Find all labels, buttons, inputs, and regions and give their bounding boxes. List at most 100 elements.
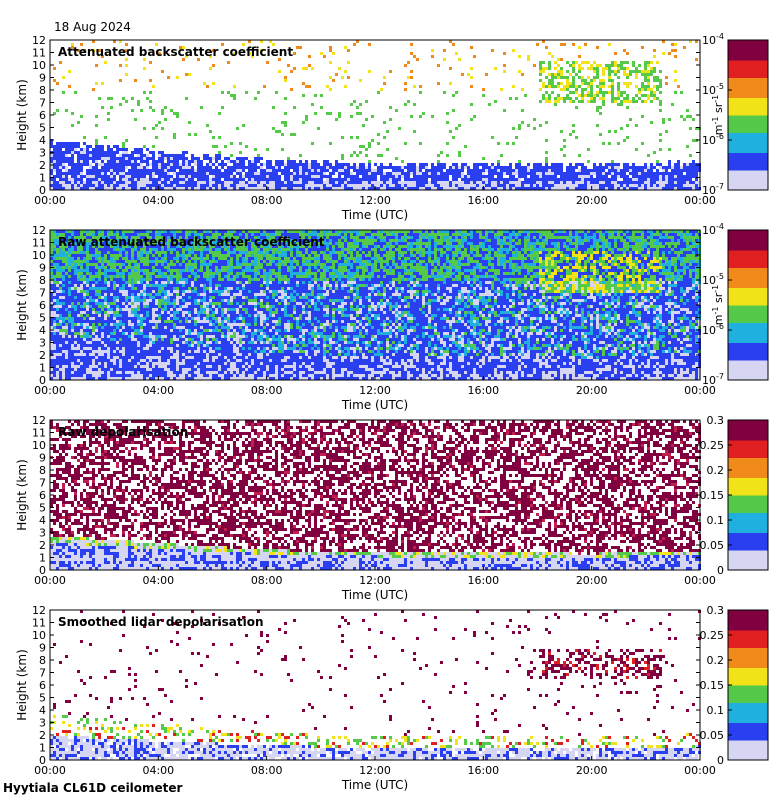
colorbar-tick-label: 0 <box>717 564 724 577</box>
y-tick-label: 11 <box>32 427 46 440</box>
x-tick-label: 00:00 <box>34 194 66 207</box>
colorbar-tick-label: 0.25 <box>700 629 725 642</box>
y-axis-label: Height (km) <box>15 269 29 340</box>
x-tick-label: 12:00 <box>359 194 391 207</box>
y-tick-label: 10 <box>32 249 46 262</box>
colorbar-tick-label: 0.2 <box>707 654 725 667</box>
y-tick-label: 5 <box>39 502 46 515</box>
x-tick-label: 16:00 <box>467 194 499 207</box>
y-tick-label: 8 <box>39 464 46 477</box>
panel-title: Raw attenuated backscatter coefficient <box>58 235 325 249</box>
x-tick-label: 04:00 <box>142 384 174 397</box>
x-axis-label: Time (UTC) <box>341 398 408 412</box>
colorbar: 0 0.05 0.1 0.15 0.2 0.25 0.3 <box>700 604 769 767</box>
x-tick-label: 16:00 <box>467 574 499 587</box>
y-tick-label: 8 <box>39 84 46 97</box>
x-tick-label: 00:00 <box>684 574 716 587</box>
y-tick-label: 6 <box>39 109 46 122</box>
y-axis-label: Height (km) <box>15 79 29 150</box>
colorbar-tick-label: 0.1 <box>707 704 725 717</box>
y-tick-label: 9 <box>39 642 46 655</box>
colorbar-tick-label: 0.3 <box>707 414 725 427</box>
y-tick-label: 2 <box>39 349 46 362</box>
x-tick-label: 08:00 <box>251 384 283 397</box>
y-tick-label: 4 <box>39 324 46 337</box>
y-tick-label: 12 <box>32 34 46 47</box>
y-tick-label: 5 <box>39 312 46 325</box>
y-tick-label: 5 <box>39 692 46 705</box>
x-axis-label: Time (UTC) <box>341 588 408 602</box>
colorbar-tick-label: 10-4 <box>702 32 724 47</box>
x-tick-label: 00:00 <box>34 574 66 587</box>
colorbar-tick-label: 10-5 <box>702 82 724 97</box>
x-tick-label: 08:00 <box>251 574 283 587</box>
y-tick-label: 12 <box>32 604 46 617</box>
y-tick-label: 8 <box>39 654 46 667</box>
colorbar-tick-label: 0.15 <box>700 489 725 502</box>
y-tick-label: 5 <box>39 122 46 135</box>
x-tick-label: 20:00 <box>576 764 608 777</box>
x-tick-label: 08:00 <box>251 194 283 207</box>
x-tick-label: 04:00 <box>142 764 174 777</box>
colorbar-tick-label: 10-5 <box>702 272 724 287</box>
y-tick-label: 2 <box>39 159 46 172</box>
y-tick-label: 11 <box>32 237 46 250</box>
y-tick-label: 9 <box>39 72 46 85</box>
y-tick-label: 9 <box>39 262 46 275</box>
colorbar-tick-label: 10-7 <box>702 372 724 387</box>
y-tick-label: 6 <box>39 299 46 312</box>
y-tick-label: 1 <box>39 742 46 755</box>
colorbar-tick-label: 10-4 <box>702 222 724 237</box>
y-tick-label: 2 <box>39 729 46 742</box>
x-tick-label: 12:00 <box>359 574 391 587</box>
x-tick-label: 12:00 <box>359 764 391 777</box>
colorbar-tick-label: 0.3 <box>707 604 725 617</box>
colorbar: 00.050.10.150.20.250.3 <box>700 414 769 577</box>
colorbar-tick-label: 0.05 <box>700 729 725 742</box>
y-tick-label: 7 <box>39 667 46 680</box>
y-tick-label: 6 <box>39 679 46 692</box>
colorbar-tick-label: 0.25 <box>700 439 725 452</box>
colorbar-tick-label: 0.05 <box>700 539 725 552</box>
y-tick-label: 4 <box>39 704 46 717</box>
y-tick-label: 7 <box>39 477 46 490</box>
x-tick-label: 00:00 <box>684 764 716 777</box>
y-tick-label: 11 <box>32 617 46 630</box>
y-tick-label: 10 <box>32 439 46 452</box>
colorbar-tick-label: 0 <box>717 754 724 767</box>
y-tick-label: 3 <box>39 147 46 160</box>
y-tick-label: 9 <box>39 452 46 465</box>
y-tick-label: 3 <box>39 717 46 730</box>
y-tick-label: 4 <box>39 134 46 147</box>
x-tick-label: 20:00 <box>576 574 608 587</box>
panel-title: Attenuated backscatter coefficient <box>58 45 293 59</box>
x-tick-label: 04:00 <box>142 194 174 207</box>
colorbar-tick-label: 0.2 <box>707 464 725 477</box>
panel-title: Raw depolarisation <box>58 425 188 439</box>
x-tick-label: 20:00 <box>576 194 608 207</box>
x-axis-label: Time (UTC) <box>341 208 408 222</box>
colorbar: 10-710-610-510-4m-1 sr-1 <box>702 32 768 197</box>
x-tick-label: 16:00 <box>467 764 499 777</box>
y-tick-label: 7 <box>39 97 46 110</box>
x-axis-label: Time (UTC) <box>341 778 408 792</box>
y-tick-label: 2 <box>39 539 46 552</box>
y-tick-label: 1 <box>39 552 46 565</box>
x-tick-label: 20:00 <box>576 384 608 397</box>
colorbar: 10-710-610-510-4m-1 sr-1 <box>702 222 768 387</box>
y-tick-label: 10 <box>32 629 46 642</box>
y-tick-label: 3 <box>39 337 46 350</box>
heatmap-cells <box>50 230 701 380</box>
y-tick-label: 3 <box>39 527 46 540</box>
y-tick-label: 6 <box>39 489 46 502</box>
panel-title: Smoothed lidar depolarisation <box>58 615 264 629</box>
colorbar-tick-label: 0.15 <box>700 679 725 692</box>
colorbar-tick-label: 10-7 <box>702 182 724 197</box>
x-tick-label: 08:00 <box>251 764 283 777</box>
x-tick-label: 00:00 <box>34 384 66 397</box>
colorbar-units: m-1 sr-1 <box>711 285 725 325</box>
